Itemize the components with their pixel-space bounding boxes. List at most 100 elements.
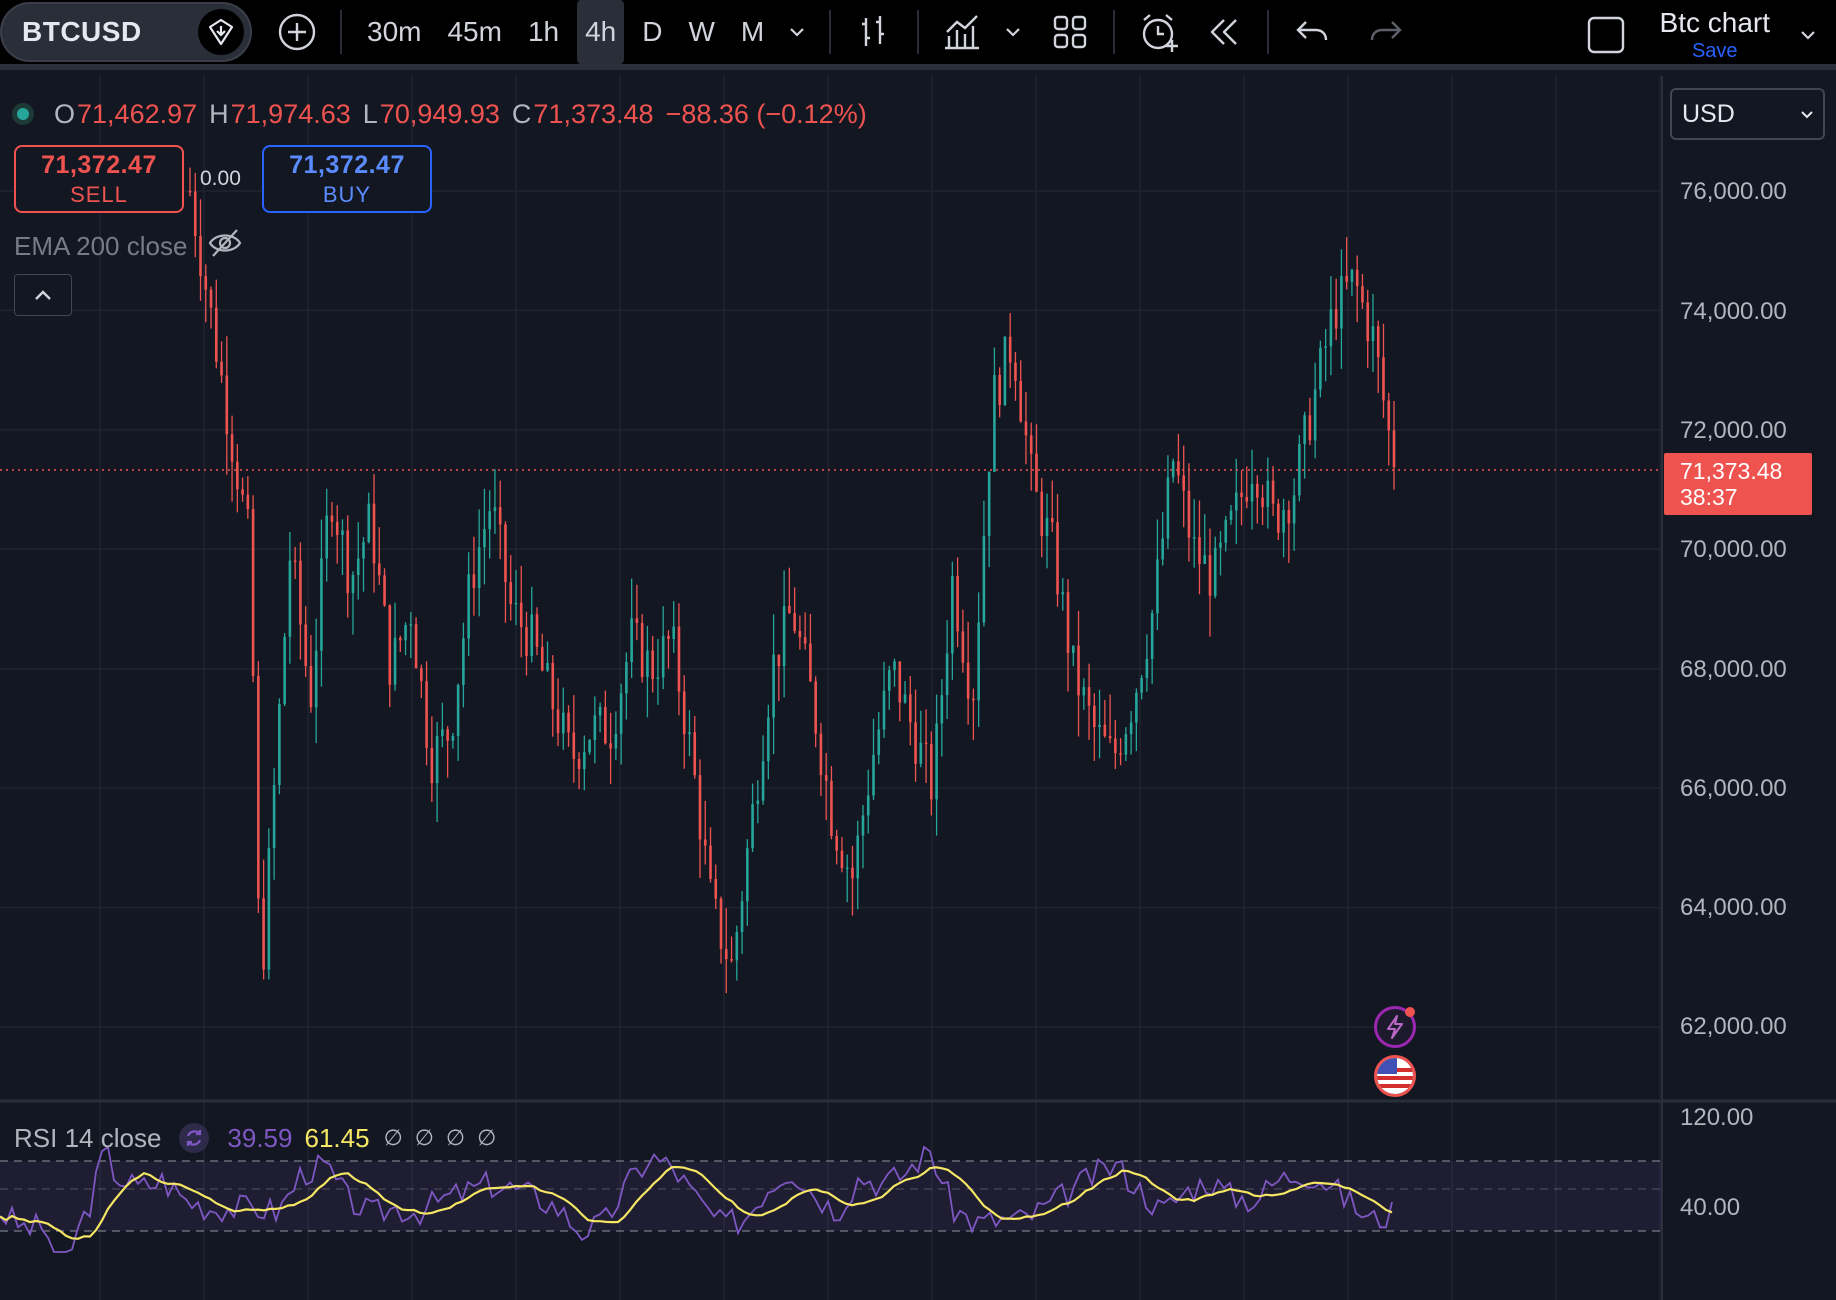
candle-body [572,732,576,759]
candle-body [1261,497,1264,508]
candle-body [998,374,1001,406]
candle-body [924,742,928,745]
buy-button[interactable]: 71,372.47 BUY [262,145,432,213]
replay-icon[interactable] [1193,2,1255,62]
timeframe-w[interactable]: W [688,16,715,47]
candle-body [193,191,197,237]
flash-event-icon[interactable] [1374,1006,1416,1048]
add-symbol-icon[interactable] [266,2,328,62]
symbol-info-icon[interactable] [198,9,244,55]
timeframe-m[interactable]: M [740,16,765,47]
candle-body [661,635,665,678]
candle-body [551,662,555,710]
candle-body [1177,461,1180,476]
layouts-grid-icon[interactable] [1039,2,1101,62]
candle-body [824,775,828,781]
candle-body [735,932,739,961]
candle-body [1135,692,1138,723]
candle-body [441,729,444,737]
timeframe-45m[interactable]: 45m [447,16,502,47]
candle-body [1192,537,1196,539]
candle-body [1256,483,1259,498]
candle-body [682,691,686,735]
current-price-tag: 71,373.48 38:37 [1664,453,1812,515]
candle-body [1361,286,1364,303]
layout-dropdown-icon[interactable] [1788,5,1828,65]
candle-body [462,638,465,685]
ema-legend[interactable]: EMA 200 close [14,228,243,264]
candle-body [472,574,476,589]
candle-body [288,560,292,637]
candle-body [1203,555,1207,564]
hidden-eye-icon[interactable] [207,227,243,266]
collapse-legend-button[interactable] [14,274,72,316]
price-axis-label: 72,000.00 [1680,417,1787,444]
timeframe-30m[interactable]: 30m [367,16,422,47]
layout-name-button[interactable]: Btc chart Save [1660,9,1770,62]
candle-body [188,191,192,193]
candle-body [1171,461,1175,478]
save-layout-link[interactable]: Save [1691,40,1738,62]
candle-body [246,494,250,510]
candle-body [961,631,965,663]
candle-body [1229,510,1233,520]
timeframe-1h[interactable]: 1h [527,16,560,47]
candle-body [1103,724,1107,736]
candle-body [588,740,591,753]
candle-body [940,695,944,724]
candle-body [1087,687,1091,706]
candle-body [1277,503,1280,533]
candle-body [814,681,817,734]
candle-body [362,542,365,559]
candle-body [341,530,344,535]
market-status-icon[interactable] [12,103,34,125]
us-flag-event-icon[interactable] [1374,1055,1416,1097]
candle-body [251,509,255,676]
candle-body [1319,347,1322,390]
redo-icon[interactable] [1355,2,1417,62]
candle-body [882,690,886,730]
candle-body [346,530,350,594]
buy-label: BUY [322,181,372,207]
candle-body [788,605,791,614]
candle-body [598,706,602,716]
candle-body [903,694,907,703]
currency-select[interactable]: USD [1670,88,1825,140]
candle-body [1287,510,1291,524]
sell-button[interactable]: 71,372.47 SELL [14,145,184,213]
rsi-na-value: ∅ [477,1125,497,1150]
indicators-icon[interactable] [931,2,993,62]
alert-icon[interactable] [1127,2,1193,62]
candle-body [761,761,765,801]
fullscreen-icon[interactable] [1584,5,1628,65]
symbol-search-button[interactable]: BTCUSD [0,2,252,62]
indicators-dropdown-icon[interactable] [993,2,1033,62]
undo-icon[interactable] [1281,2,1343,62]
rsi-legend[interactable]: RSI 14 close 39.59 61.45 ∅ ∅ ∅ ∅ [14,1120,508,1156]
candle-body [556,709,560,734]
candle-body [477,547,481,589]
candle-body [1114,738,1117,754]
candle-body [409,624,413,626]
candle-body [393,637,397,685]
candle-body [893,661,896,671]
timeframe-dropdown-icon[interactable] [777,2,817,62]
candle-body [1182,475,1185,491]
bar-style-icon[interactable] [843,2,905,62]
timeframe-4h[interactable]: 4h [577,0,625,65]
candle-body [1313,389,1317,441]
sync-icon[interactable] [179,1123,210,1153]
candle-body [309,666,313,708]
candle-body [1050,517,1054,523]
candle-body [1334,309,1338,329]
candle-body [525,627,528,657]
candle-body [935,723,938,800]
candle-body [630,618,633,662]
candle-body [640,622,644,678]
candle-body [845,867,849,870]
notification-dot [1405,1007,1415,1017]
timeframe-d[interactable]: D [642,16,663,47]
candle-body [1166,477,1170,539]
candle-body [330,515,334,522]
